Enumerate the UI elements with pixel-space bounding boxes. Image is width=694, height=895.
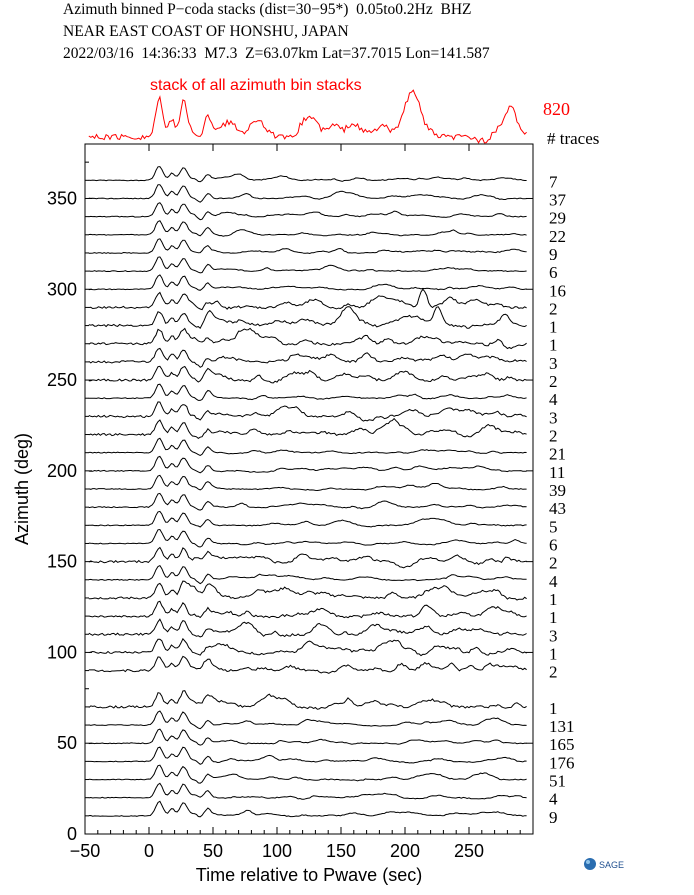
stack-label: stack of all azimuth bin stacks [150,77,362,94]
x-tick-label: 200 [390,841,420,861]
trace-count-label: 7 [549,172,558,191]
trace-count-label: 2 [549,299,558,318]
trace-line [88,746,527,765]
trace-line [88,202,527,221]
trace-count-label: 3 [549,408,558,427]
trace-line [88,417,527,440]
trace-count-label: 1 [549,644,558,663]
trace-line [88,618,527,638]
trace-line [88,474,527,492]
x-tick-label: −50 [70,841,101,861]
trace-line [88,306,527,329]
x-tick-label: 150 [326,841,356,861]
x-axis-label: Time relative to Pwave (sec) [196,865,422,885]
trace-line [88,580,527,601]
trace-count-label: 21 [549,445,566,464]
logo-text: SAGE [599,860,624,870]
y-axis-label: Azimuth (deg) [12,433,32,545]
y-tick-label: 250 [47,370,77,390]
x-tick-label: 100 [262,841,292,861]
trace-line [88,764,527,784]
y-tick-label: 50 [57,733,77,753]
trace-line [88,347,527,368]
trace-count-label: 11 [549,463,565,482]
trace-line [88,528,527,548]
globe-icon [584,858,596,870]
trace-count-label: 4 [549,790,558,809]
trace-line [88,220,527,237]
trace-count-label: 22 [549,227,566,246]
trace-count-label: 176 [549,753,575,772]
trace-count-label: 4 [549,390,558,409]
trace-line [88,256,527,274]
trace-count-label: 9 [549,808,558,827]
trace-line [88,782,527,800]
trace-count-label: 2 [549,372,558,391]
trace-line [88,710,527,730]
trace-line [88,166,527,183]
trace-line [88,546,527,569]
trace-line [88,401,527,422]
trace-line [88,274,527,291]
trace-count-label: 6 [549,263,558,282]
trace-count-label: 51 [549,772,566,791]
trace-count-label: 4 [549,572,558,591]
trace-line [88,455,527,474]
header-line-1: Azimuth binned P−coda stacks (dist=30−95… [63,1,472,18]
trace-line [88,637,527,657]
trace-count-label: 1 [549,336,558,355]
trace-line [88,238,527,255]
x-tick-label: 50 [203,841,223,861]
trace-count-label: 2 [549,427,558,446]
y-tick-label: 100 [47,642,77,662]
trace-count-label: 37 [549,190,567,209]
x-tick-label: 0 [144,841,154,861]
trace-count-label: 16 [549,281,566,300]
stack-trace-line [88,89,527,144]
sage-logo: SAGE [584,858,624,870]
y-tick-label: 300 [47,279,77,299]
y-tick-label: 150 [47,552,77,572]
trace-line [88,564,527,585]
trace-count-label: 5 [549,517,558,536]
header-line-3: 2022/03/16 14:36:33 M7.3 Z=63.07km Lat=3… [63,45,490,62]
y-tick-label: 0 [67,824,77,844]
trace-count-label: 165 [549,735,575,754]
trace-count-label: 6 [549,535,558,554]
trace-count-label: 2 [549,554,558,573]
trace-line [88,600,527,619]
trace-line [88,184,527,203]
trace-count-label: 131 [549,717,575,736]
trace-count-label: 1 [549,590,558,609]
trace-line [88,728,527,746]
trace-count-label: 29 [549,209,566,228]
trace-count-label: 3 [549,626,558,645]
x-tick-label: 250 [454,841,484,861]
trace-line [88,510,527,528]
y-tick-label: 200 [47,461,77,481]
trace-line [88,288,527,311]
trace-count-label: 2 [549,663,558,682]
stack-trace-count: 820 [543,99,570,119]
trace-count-label: 9 [549,245,558,264]
trace-count-label: 1 [549,699,558,718]
header-line-2: NEAR EAST COAST OF HONSHU, JAPAN [63,23,349,40]
trace-line [88,437,527,456]
trace-count-label: 3 [549,354,558,373]
trace-line [88,327,527,350]
trace-count-label: 43 [549,499,566,518]
trace-line [88,800,527,818]
trace-line [88,690,527,710]
trace-line [88,492,527,511]
trace-line [88,655,527,674]
trace-line [88,383,527,401]
trace-count-label: 1 [549,318,558,337]
trace-count-label: 39 [549,481,566,500]
trace-line [88,365,527,384]
traces-column-header: # traces [547,129,599,148]
y-tick-label: 350 [47,188,77,208]
trace-count-label: 1 [549,608,558,627]
